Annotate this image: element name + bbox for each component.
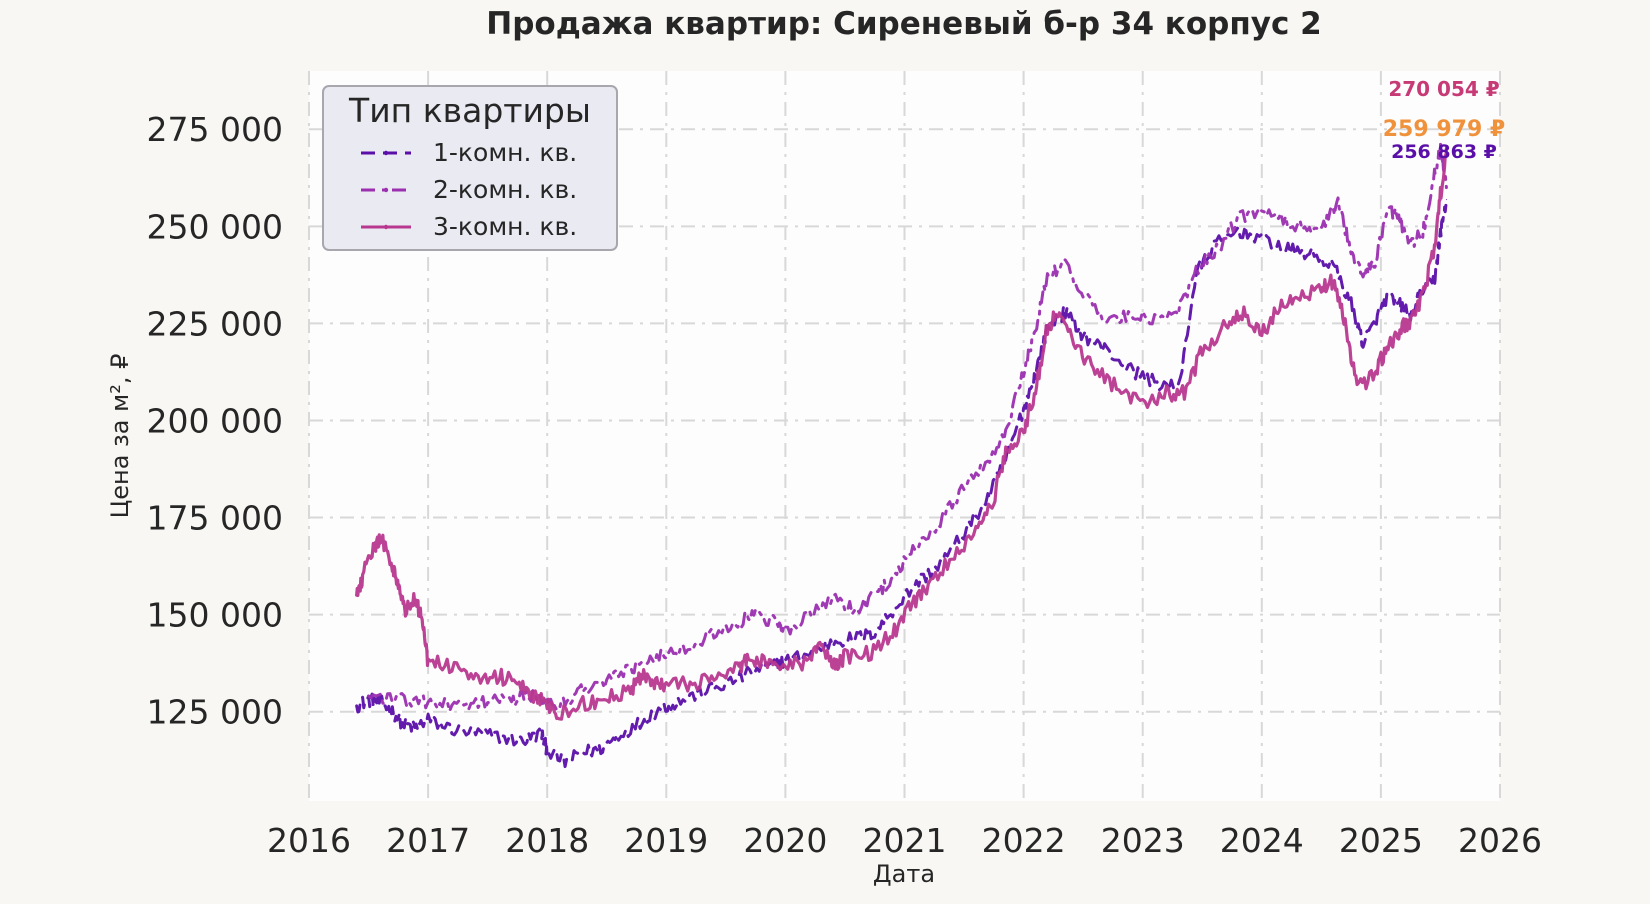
x-tick-labels: 2016 2017 2018 2019 2020 2021 2022 2023 2024 2025… [267, 821, 1542, 860]
legend-label-3: 3-комн. кв. [433, 212, 577, 241]
x-tick-label: 2023 [1101, 821, 1185, 860]
series-line-1 [355, 198, 1448, 769]
x-tick-label: 2026 [1458, 821, 1542, 860]
legend-title: Тип квартиры [348, 91, 591, 130]
series-end-label-2: 259 979 ₽ [1383, 117, 1505, 142]
y-tick-label: 125 000 [147, 693, 283, 732]
legend-marker-2 [383, 187, 389, 193]
x-tick-label: 2018 [505, 821, 589, 860]
series-end-point-2 [1445, 187, 1447, 189]
series-line-2 [367, 141, 1448, 713]
x-tick-label: 2025 [1339, 821, 1423, 860]
legend-label-1: 1-комн. кв. [433, 138, 577, 167]
x-tick-label: 2017 [386, 821, 470, 860]
legend-label-2: 2-комн. кв. [433, 175, 577, 204]
series-end-label-3: 270 054 ₽ [1388, 77, 1499, 101]
x-tick-label: 2019 [624, 821, 708, 860]
legend-marker-1 [383, 150, 389, 156]
y-tick-labels: 125 000 150 000 175 000 200 000 225 000 250 0… [147, 110, 283, 731]
chart-title: Продажа квартир: Сиреневый б-р 34 корпус… [486, 6, 1321, 42]
x-tick-label: 2020 [743, 821, 827, 860]
series-end-point-1 [1445, 199, 1447, 201]
legend-items: 1-комн. кв. 2-комн. кв. 3-комн. кв. [361, 138, 577, 241]
x-tick-label: 2022 [982, 821, 1066, 860]
y-axis-label: Цена за м², ₽ [106, 354, 134, 519]
x-tick-label: 2016 [267, 821, 351, 860]
y-tick-label: 175 000 [147, 499, 283, 538]
series-line-3 [355, 146, 1448, 721]
legend-box [322, 85, 618, 251]
end-value-labels: 256 863 ₽259 979 ₽ 270 054 ₽ [1383, 77, 1505, 163]
series-end-label-1: 256 863 ₽ [1391, 141, 1497, 163]
legend-marker-3 [383, 224, 389, 230]
chart-legend: Тип квартиры 1-комн. кв. 2-комн. кв. 3-ком… [322, 85, 618, 251]
x-tick-label: 2021 [863, 821, 947, 860]
y-tick-label: 200 000 [147, 401, 283, 440]
y-tick-label: 275 000 [147, 110, 283, 149]
y-tick-label: 250 000 [147, 207, 283, 246]
series-lines [355, 141, 1448, 769]
series-end-point-3 [1445, 147, 1447, 149]
x-tick-label: 2024 [1220, 821, 1304, 860]
x-axis-label: Дата [873, 860, 935, 888]
y-tick-label: 225 000 [147, 304, 283, 343]
y-tick-label: 150 000 [147, 596, 283, 635]
